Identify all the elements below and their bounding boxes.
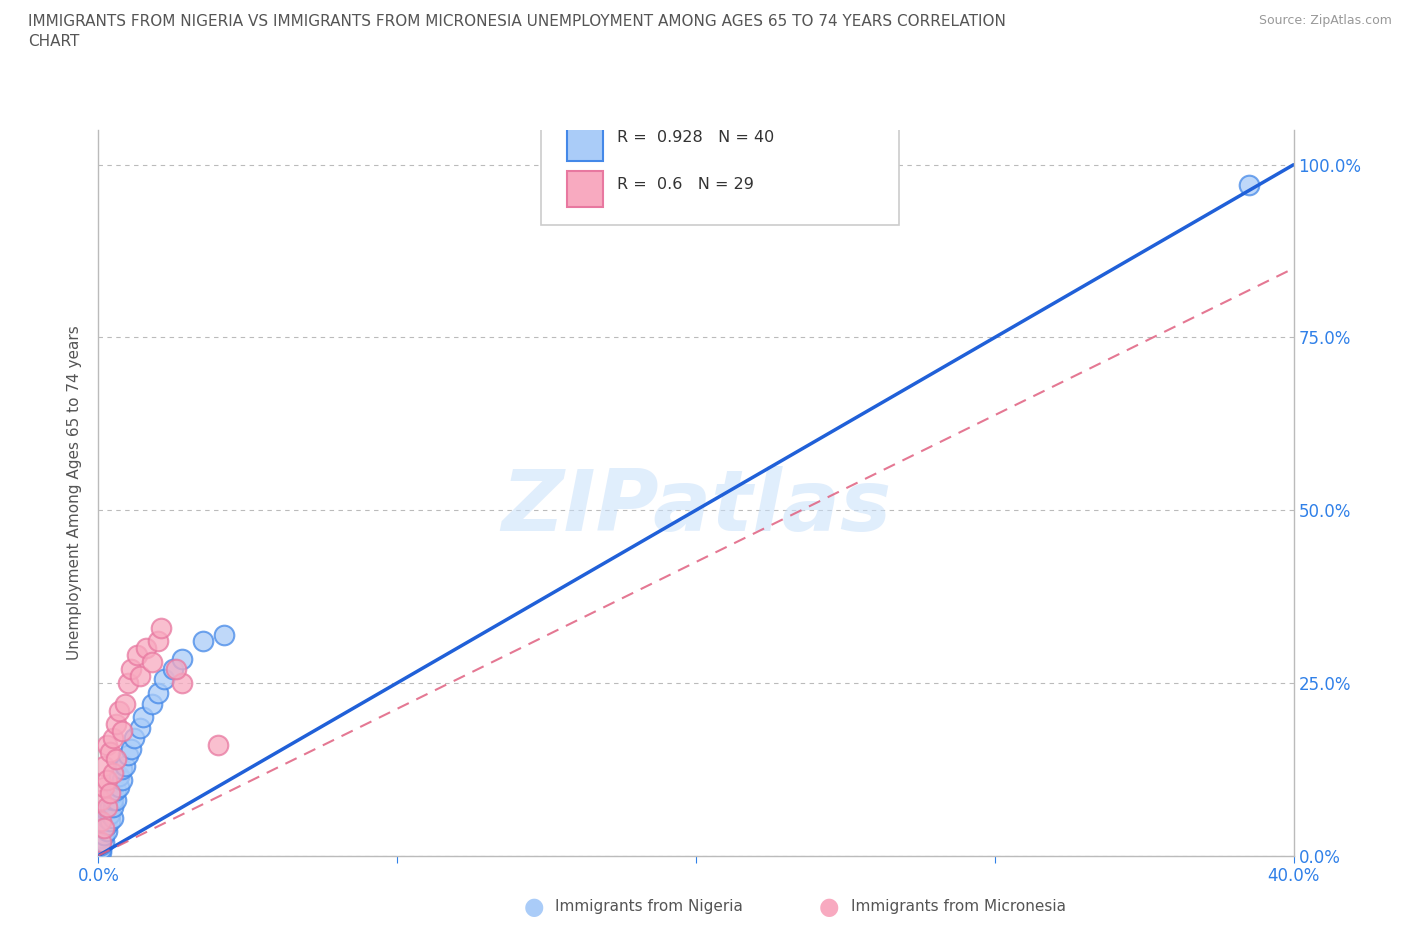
- Point: [93, 814, 115, 829]
- Point: [120, 661, 142, 676]
- Point: [90, 830, 112, 845]
- Point: [100, 800, 122, 815]
- Y-axis label: Unemployment Among Ages 65 to 74 years: Unemployment Among Ages 65 to 74 years: [67, 326, 83, 660]
- Point: [105, 782, 128, 797]
- Point: [93, 828, 115, 843]
- Point: [90, 838, 112, 853]
- Point: [114, 758, 136, 773]
- Point: [93, 834, 115, 849]
- Point: [96, 810, 118, 825]
- Point: [90, 834, 112, 849]
- Text: R =  0.928   N = 40: R = 0.928 N = 40: [617, 129, 775, 144]
- Point: [207, 737, 229, 752]
- Point: [148, 685, 170, 700]
- Point: [108, 779, 131, 794]
- Point: [90, 814, 112, 829]
- Point: [141, 655, 163, 670]
- Point: [111, 772, 134, 787]
- Point: [150, 620, 173, 635]
- Point: [105, 793, 128, 808]
- Text: Immigrants from Micronesia: Immigrants from Micronesia: [851, 899, 1066, 914]
- Point: [90, 834, 112, 849]
- Point: [127, 648, 149, 663]
- Point: [103, 793, 125, 808]
- Point: [103, 810, 125, 825]
- Text: R =  0.6   N = 29: R = 0.6 N = 29: [617, 178, 754, 193]
- Point: [132, 710, 155, 724]
- Point: [148, 634, 170, 649]
- Point: [90, 842, 112, 857]
- Point: [117, 748, 139, 763]
- Point: [90, 793, 112, 808]
- Point: [162, 661, 184, 676]
- Point: [129, 721, 152, 736]
- FancyBboxPatch shape: [567, 126, 603, 162]
- Point: [1237, 178, 1260, 193]
- FancyBboxPatch shape: [540, 109, 900, 224]
- Point: [129, 669, 152, 684]
- Point: [103, 786, 125, 801]
- Point: [93, 820, 115, 835]
- Point: [96, 817, 118, 832]
- Point: [103, 765, 125, 780]
- Point: [93, 820, 115, 835]
- Point: [96, 772, 118, 787]
- Point: [93, 779, 115, 794]
- FancyBboxPatch shape: [567, 171, 603, 207]
- Point: [100, 745, 122, 760]
- Text: ●: ●: [820, 895, 839, 919]
- Point: [172, 675, 194, 690]
- Text: Source: ZipAtlas.com: Source: ZipAtlas.com: [1258, 14, 1392, 27]
- Point: [96, 800, 118, 815]
- Point: [165, 661, 187, 676]
- Point: [141, 697, 163, 711]
- Point: [124, 731, 146, 746]
- Point: [100, 814, 122, 829]
- Point: [153, 672, 176, 687]
- Point: [212, 627, 235, 642]
- Point: [105, 751, 128, 766]
- Point: [135, 641, 157, 656]
- Point: [103, 731, 125, 746]
- Text: ●: ●: [524, 895, 544, 919]
- Text: IMMIGRANTS FROM NIGERIA VS IMMIGRANTS FROM MICRONESIA UNEMPLOYMENT AMONG AGES 65: IMMIGRANTS FROM NIGERIA VS IMMIGRANTS FR…: [28, 14, 1007, 29]
- Point: [111, 724, 134, 738]
- Point: [100, 806, 122, 821]
- Text: ZIPatlas: ZIPatlas: [501, 466, 891, 549]
- Point: [96, 804, 118, 818]
- Point: [103, 800, 125, 815]
- Point: [191, 634, 214, 649]
- Point: [105, 717, 128, 732]
- Point: [108, 769, 131, 784]
- Text: CHART: CHART: [28, 34, 80, 49]
- Point: [93, 758, 115, 773]
- Point: [114, 697, 136, 711]
- Point: [100, 786, 122, 801]
- Point: [117, 675, 139, 690]
- Point: [108, 703, 131, 718]
- Point: [90, 844, 112, 859]
- Text: Immigrants from Nigeria: Immigrants from Nigeria: [555, 899, 744, 914]
- Point: [172, 651, 194, 666]
- Point: [96, 824, 118, 839]
- Point: [120, 741, 142, 756]
- Point: [111, 762, 134, 777]
- Point: [96, 737, 118, 752]
